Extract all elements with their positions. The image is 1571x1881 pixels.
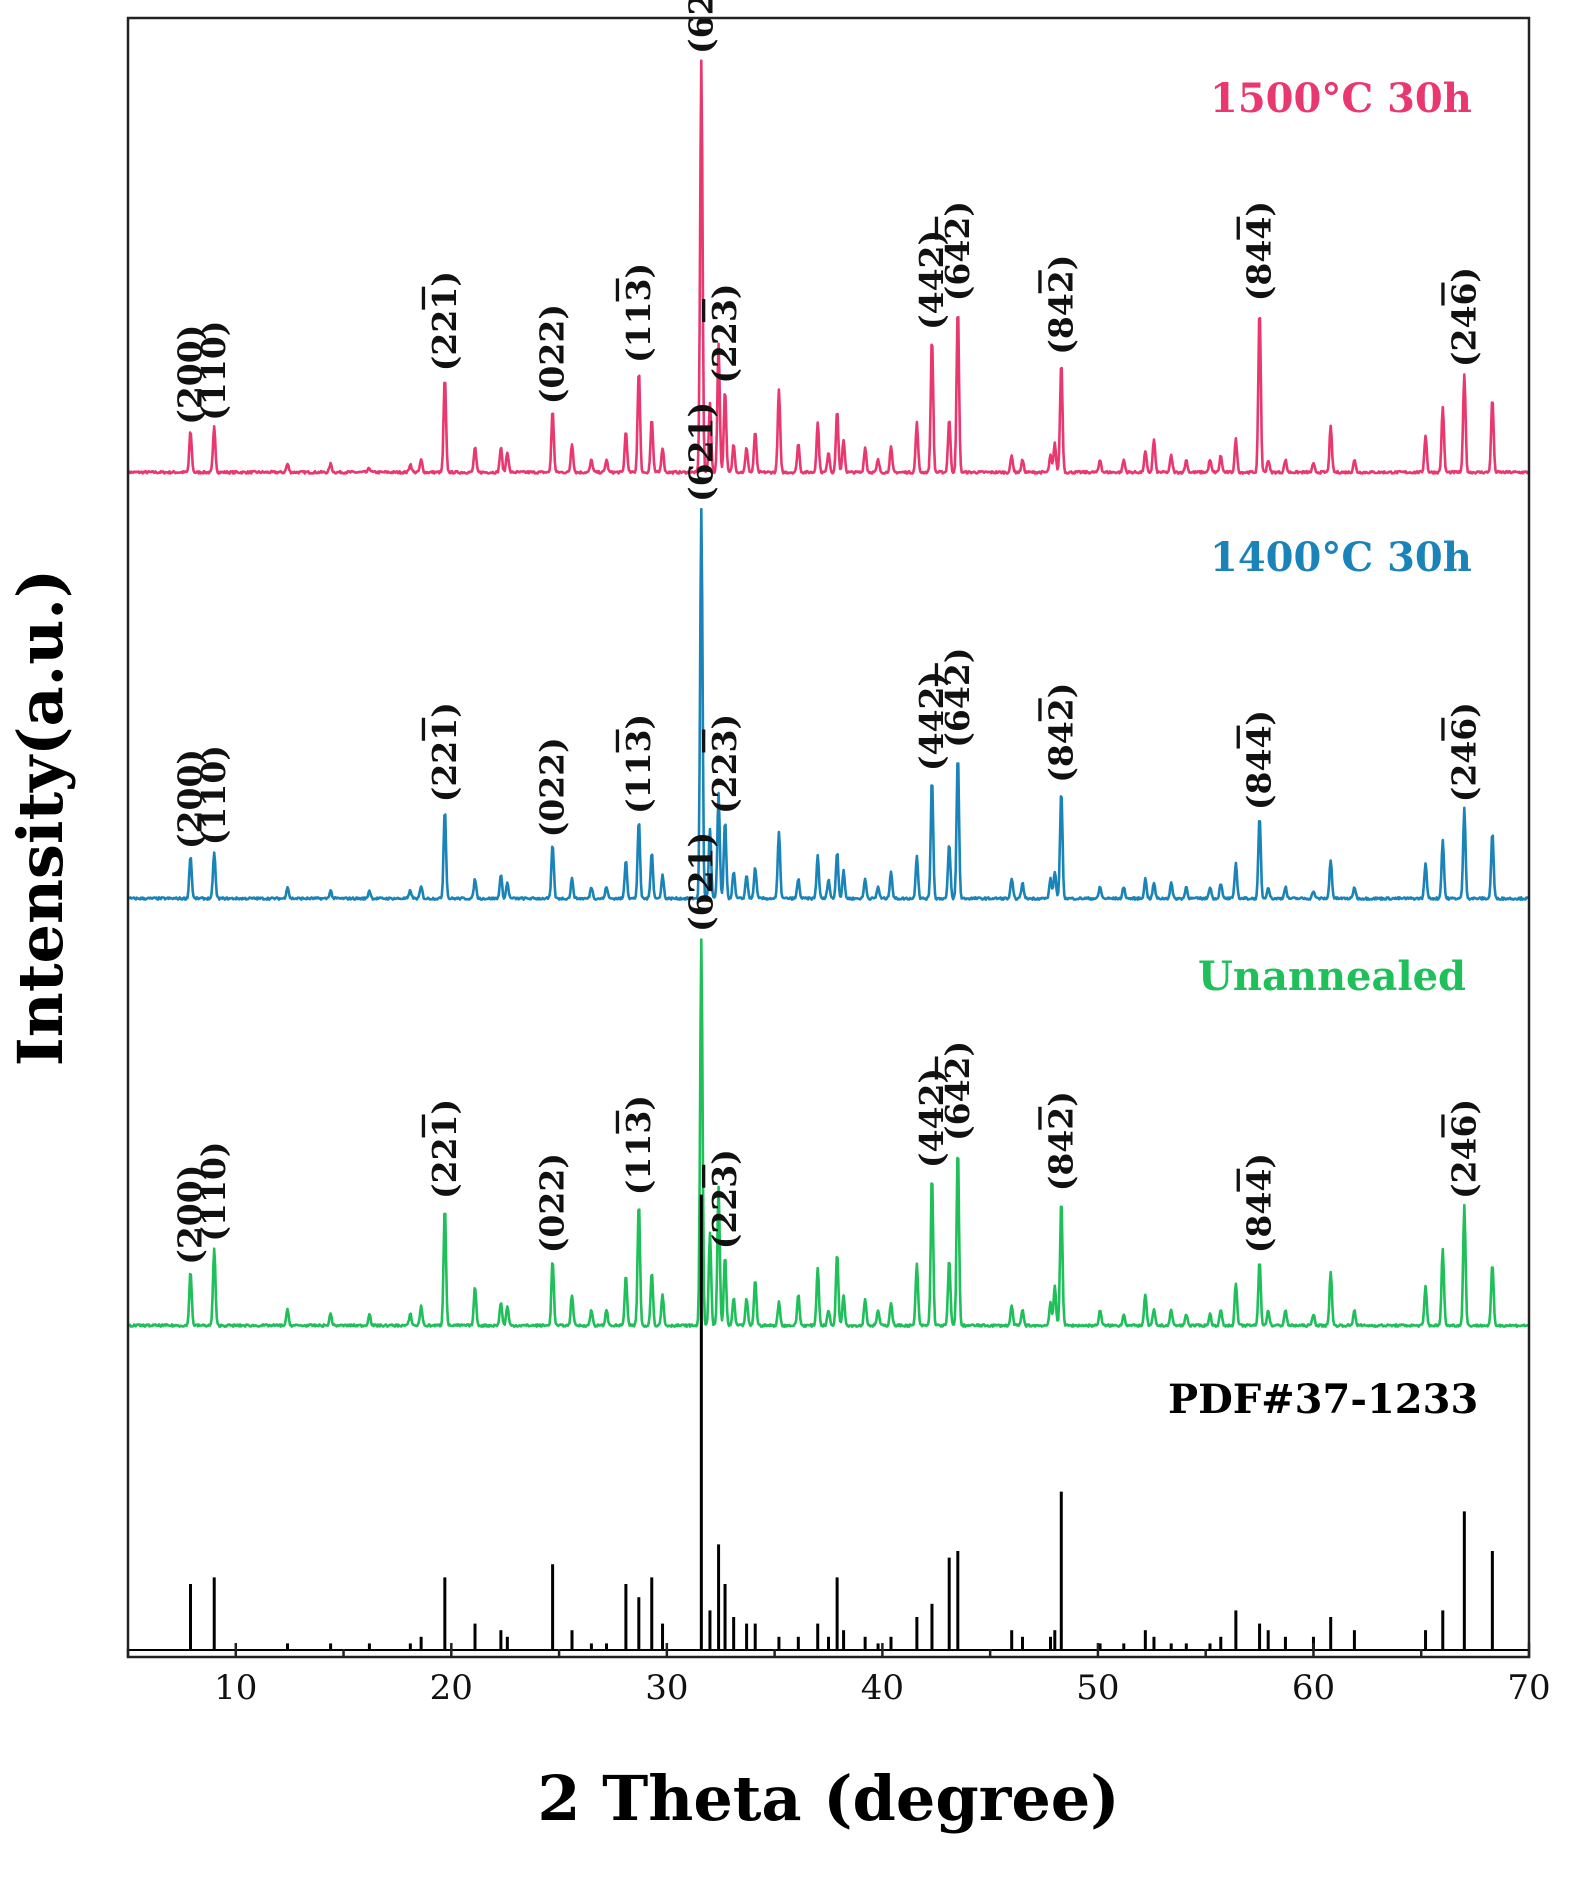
hkl-text: (223) xyxy=(705,283,744,383)
plot-frame xyxy=(126,16,1531,1659)
peak-hkl-label: (621) xyxy=(681,402,720,502)
peak-hkl-label: (110) xyxy=(194,321,233,421)
series-label-reference: PDF#37-1233 xyxy=(1168,1376,1478,1423)
peak-hkl-label: (842) xyxy=(1041,255,1080,355)
hkl-text: (110) xyxy=(194,321,233,421)
hkl-text: (113) xyxy=(619,263,658,363)
xrd-series-line xyxy=(126,59,1530,475)
peak-hkl-label: (022) xyxy=(533,737,572,837)
hkl-text: (113) xyxy=(619,714,658,814)
hkl-text: (844) xyxy=(1240,1153,1279,1253)
peak-hkl-label: (844) xyxy=(1240,1153,1279,1253)
peak-hkl-label: (442) xyxy=(912,1068,951,1168)
series-layer xyxy=(126,59,1530,1651)
hkl-text: (022) xyxy=(533,304,572,404)
peak-hkl-label: (223) xyxy=(705,1149,744,1249)
hkl-text: (842) xyxy=(1041,255,1080,355)
peak-hkl-label: (621) xyxy=(681,832,720,932)
y-axis-label: Intensity(a.u.) xyxy=(4,569,77,1066)
hkl-text: (642) xyxy=(938,201,977,301)
peak-hkl-label: (246) xyxy=(1444,267,1483,367)
peak-hkl-label: (842) xyxy=(1041,683,1080,783)
hkl-text: (621) xyxy=(681,0,720,54)
xrd-series-line xyxy=(127,938,1530,1328)
x-tick-label: 60 xyxy=(1292,1668,1335,1708)
hkl-text: (246) xyxy=(1444,702,1483,802)
x-tick-label: 50 xyxy=(1076,1668,1119,1708)
hkl-text: (113) xyxy=(619,1095,658,1195)
peak-hkl-label: (842) xyxy=(1041,1091,1080,1191)
peak-hkl-label: (113) xyxy=(619,714,658,814)
hkl-text: (442) xyxy=(912,230,951,330)
hkl-text: (022) xyxy=(533,737,572,837)
hkl-text: (223) xyxy=(705,1149,744,1249)
hkl-text: (642) xyxy=(938,1041,977,1141)
hkl-text: (844) xyxy=(1240,710,1279,810)
hkl-text: (844) xyxy=(1240,201,1279,301)
peak-hkl-label: (022) xyxy=(533,1153,572,1253)
hkl-text: (246) xyxy=(1444,1099,1483,1199)
hkl-text: (022) xyxy=(533,1153,572,1253)
peak-hkl-label: (642) xyxy=(938,201,977,301)
x-tick-label: 40 xyxy=(861,1668,904,1708)
x-tick-label: 20 xyxy=(430,1668,473,1708)
peak-hkl-label: (442) xyxy=(912,230,951,330)
hkl-text: (621) xyxy=(681,402,720,502)
x-tick-label: 70 xyxy=(1507,1668,1550,1708)
hkl-text: (110) xyxy=(194,1141,233,1241)
hkl-text: (200) xyxy=(171,325,210,425)
peak-hkl-label: (022) xyxy=(533,304,572,404)
hkl-text: (442) xyxy=(912,671,951,771)
hkl-text: (110) xyxy=(194,745,233,845)
hkl-text: (221) xyxy=(425,271,464,371)
hkl-text: (842) xyxy=(1041,1091,1080,1191)
series-label-1400: 1400°C 30h xyxy=(1210,534,1472,581)
xrd-series-line xyxy=(126,507,1530,901)
x-tick-label: 10 xyxy=(214,1668,257,1708)
x-tick-label: 30 xyxy=(645,1668,688,1708)
hkl-text: (642) xyxy=(938,648,977,748)
peak-hkl-label: (246) xyxy=(1444,702,1483,802)
hkl-text: (246) xyxy=(1444,267,1483,367)
peak-hkl-label: (223) xyxy=(705,714,744,814)
peak-hkl-label: (200) xyxy=(171,325,210,425)
hkl-text: (621) xyxy=(681,832,720,932)
peak-hkl-label: (113) xyxy=(619,263,658,363)
peak-hkl-label: (110) xyxy=(194,1141,233,1241)
peak-hkl-label: (642) xyxy=(938,1041,977,1141)
hkl-text: (221) xyxy=(425,702,464,802)
hkl-text: (200) xyxy=(171,749,210,849)
peak-hkl-label: (442) xyxy=(912,671,951,771)
peak-hkl-label: (223) xyxy=(705,283,744,383)
peak-hkl-label: (200) xyxy=(171,1165,210,1265)
hkl-text: (221) xyxy=(425,1099,464,1199)
x-axis-label: 2 Theta (degree) xyxy=(537,1762,1119,1835)
peak-hkl-label: (621) xyxy=(681,0,720,54)
hkl-text: (842) xyxy=(1041,683,1080,783)
x-axis: 10 20 30 40 50 60 70 xyxy=(126,1643,1551,1708)
peak-hkl-label: (110) xyxy=(194,745,233,845)
series-label-1500: 1500°C 30h xyxy=(1210,75,1472,122)
hkl-text: (200) xyxy=(171,1165,210,1265)
peak-hkl-label: (113) xyxy=(619,1095,658,1195)
peak-hkl-label: (844) xyxy=(1240,710,1279,810)
peak-hkl-label: (221) xyxy=(425,702,464,802)
hkl-text: (223) xyxy=(705,714,744,814)
peak-hkl-label: (844) xyxy=(1240,201,1279,301)
peak-hkl-label: (221) xyxy=(425,271,464,371)
peak-hkl-label: (221) xyxy=(425,1099,464,1199)
peak-hkl-label: (246) xyxy=(1444,1099,1483,1199)
peak-hkl-label: (200) xyxy=(171,749,210,849)
peak-hkl-label: (642) xyxy=(938,648,977,748)
labels-layer: (200)(110)(221)(022)(113)(621)(223)(442)… xyxy=(171,0,1484,1265)
series-label-unannealed: Unannealed xyxy=(1198,953,1466,1000)
hkl-text: (442) xyxy=(912,1068,951,1168)
